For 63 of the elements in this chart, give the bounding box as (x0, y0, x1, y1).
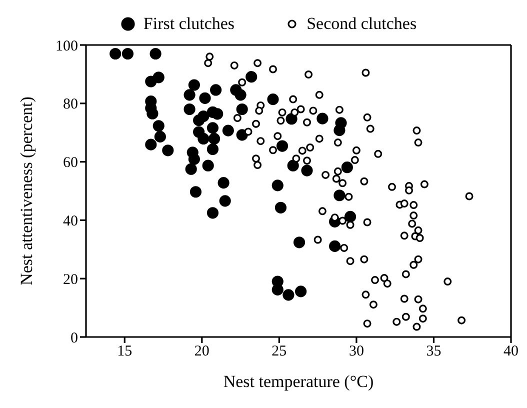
point (219, 195, 231, 207)
y-tick-label: 60 (63, 155, 78, 172)
point (293, 236, 306, 248)
point (236, 103, 248, 116)
point (276, 140, 288, 152)
x-tick-label: 15 (117, 344, 132, 360)
point (234, 89, 246, 101)
point (274, 202, 287, 214)
point (222, 124, 234, 136)
point (188, 153, 200, 165)
point (316, 112, 328, 124)
point (152, 120, 164, 132)
point (272, 180, 284, 192)
point (212, 108, 224, 120)
y-tick-label: 100 (56, 38, 78, 54)
point (206, 207, 219, 219)
point (208, 132, 220, 145)
x-tick-label: 40 (504, 344, 518, 360)
point (188, 79, 200, 91)
point (145, 138, 157, 150)
x-tick-label: 35 (426, 344, 442, 360)
point (202, 160, 214, 172)
legend-label: First clutches (143, 14, 235, 34)
point (286, 113, 298, 125)
point (218, 177, 230, 189)
y-tick-label: 40 (63, 214, 78, 230)
point (199, 92, 211, 104)
point (301, 164, 313, 176)
y-tick-label: 0 (70, 330, 78, 346)
point (206, 122, 219, 134)
point (150, 48, 162, 60)
x-tick-label: 25 (272, 344, 287, 360)
point (282, 289, 294, 301)
point (184, 103, 196, 116)
legend-label: Second clutches (306, 14, 417, 34)
y-axis-title: Nest attentiveness (percent) (17, 96, 36, 286)
x-tick-label: 30 (348, 344, 364, 360)
point (295, 286, 307, 298)
point (152, 72, 164, 84)
point (122, 48, 134, 60)
point (287, 160, 299, 172)
point (341, 162, 353, 174)
point (329, 240, 341, 252)
y-tick-label: 20 (63, 272, 78, 288)
point (198, 110, 210, 122)
point (246, 71, 258, 83)
point (154, 130, 166, 142)
point (185, 163, 197, 175)
point (190, 186, 202, 198)
point (184, 89, 196, 101)
point (334, 190, 346, 202)
point (206, 143, 219, 156)
x-axis-title: Nest temperature (°C) (223, 372, 374, 391)
point (162, 144, 174, 156)
point (344, 210, 356, 222)
y-tick-label: 80 (63, 96, 78, 113)
point (267, 94, 279, 106)
point (110, 48, 122, 60)
x-tick-label: 20 (194, 344, 210, 360)
point (236, 129, 248, 141)
point (334, 124, 346, 136)
point (198, 132, 210, 145)
point (210, 84, 222, 96)
